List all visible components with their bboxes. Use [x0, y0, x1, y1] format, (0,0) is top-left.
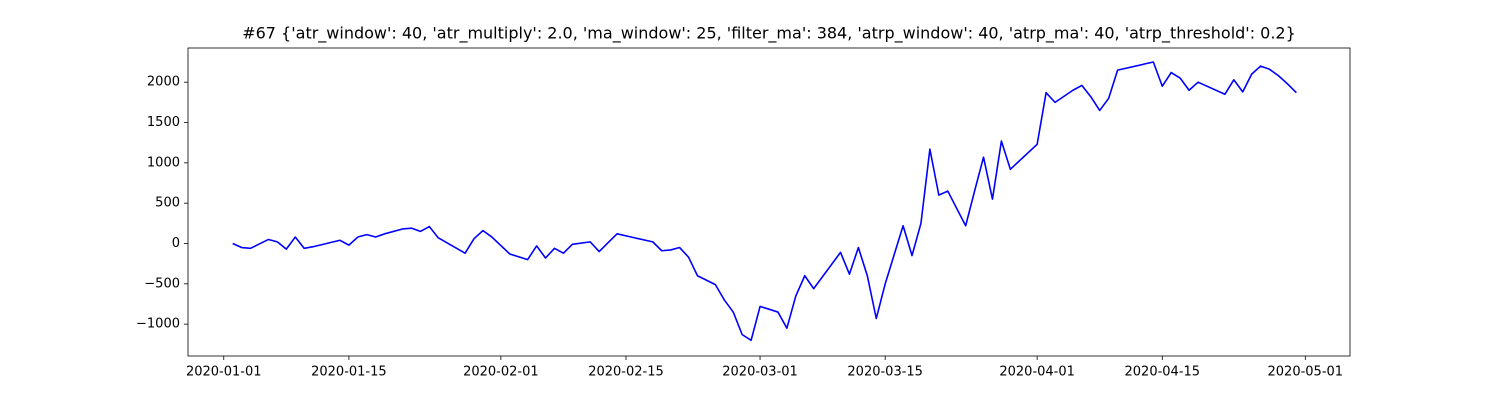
- x-tick-label: 2020-03-01: [722, 365, 798, 380]
- y-tick-label: −1000: [136, 317, 180, 332]
- y-tick-label: 1000: [147, 155, 180, 170]
- x-tick-label: 2020-01-15: [311, 365, 387, 380]
- chart-title: #67 {'atr_window': 40, 'atr_multiply': 2…: [242, 24, 1296, 44]
- x-tick-label: 2020-05-01: [1268, 365, 1344, 380]
- x-tick-label: 2020-01-01: [186, 365, 262, 380]
- line-series: [232, 61, 1297, 342]
- y-tick-label: 0: [172, 236, 180, 251]
- y-tick-label: 2000: [147, 75, 180, 90]
- y-tick-label: −500: [144, 276, 180, 291]
- plot-frame: [187, 47, 1351, 357]
- x-tick-label: 2020-04-01: [999, 365, 1075, 380]
- y-tick-label: 1500: [147, 115, 180, 130]
- x-tick-label: 2020-04-15: [1125, 365, 1201, 380]
- y-tick-label: 500: [155, 196, 180, 211]
- x-tick-label: 2020-02-15: [588, 365, 664, 380]
- x-tick-label: 2020-03-15: [847, 365, 923, 380]
- x-tick-label: 2020-02-01: [463, 365, 539, 380]
